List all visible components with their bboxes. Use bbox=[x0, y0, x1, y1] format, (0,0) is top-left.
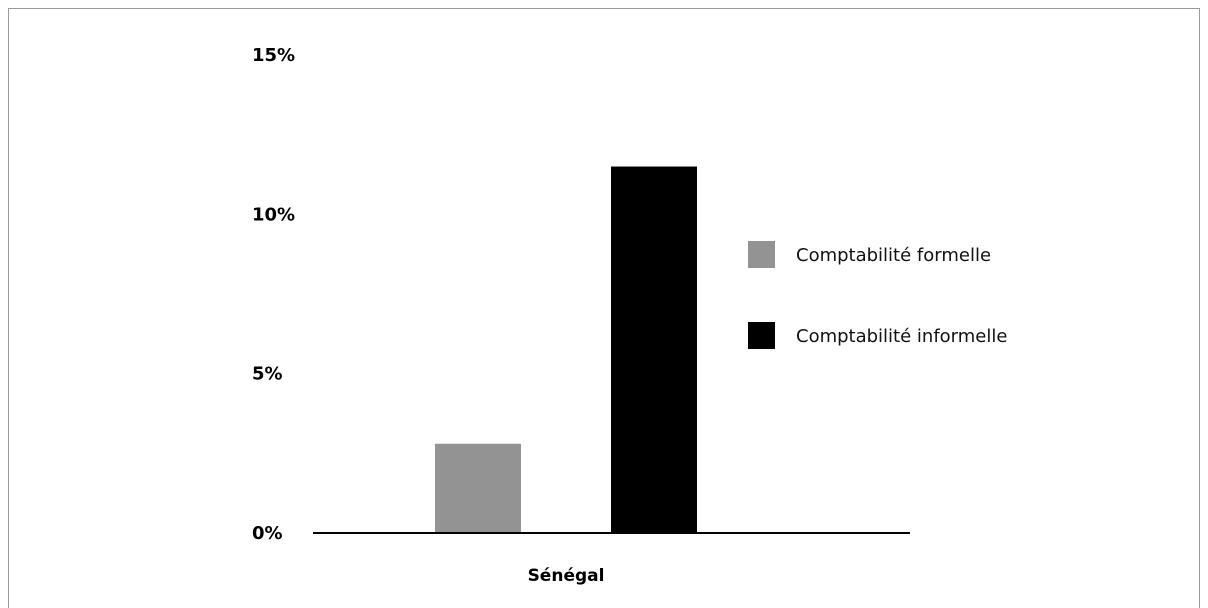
legend-swatch bbox=[748, 322, 775, 349]
y-axis-ticks: 0% 5% 10% 15% bbox=[252, 45, 295, 544]
bar-informelle bbox=[611, 166, 697, 534]
bars bbox=[435, 166, 697, 534]
x-category-label: Sénégal bbox=[528, 566, 605, 586]
y-tick-label: 15% bbox=[252, 45, 295, 66]
legend-swatch bbox=[748, 241, 775, 268]
chart-frame bbox=[8, 8, 1200, 608]
y-tick-label: 5% bbox=[252, 364, 283, 385]
y-tick-label: 10% bbox=[252, 204, 295, 225]
x-axis-categories: Sénégal bbox=[528, 566, 605, 586]
bar-formelle bbox=[435, 443, 521, 533]
legend-label: Comptabilité formelle bbox=[796, 245, 991, 266]
legend: Comptabilité formelle Comptabilité inform… bbox=[748, 241, 1007, 349]
legend-label: Comptabilité informelle bbox=[796, 326, 1007, 347]
y-tick-label: 0% bbox=[252, 523, 283, 544]
